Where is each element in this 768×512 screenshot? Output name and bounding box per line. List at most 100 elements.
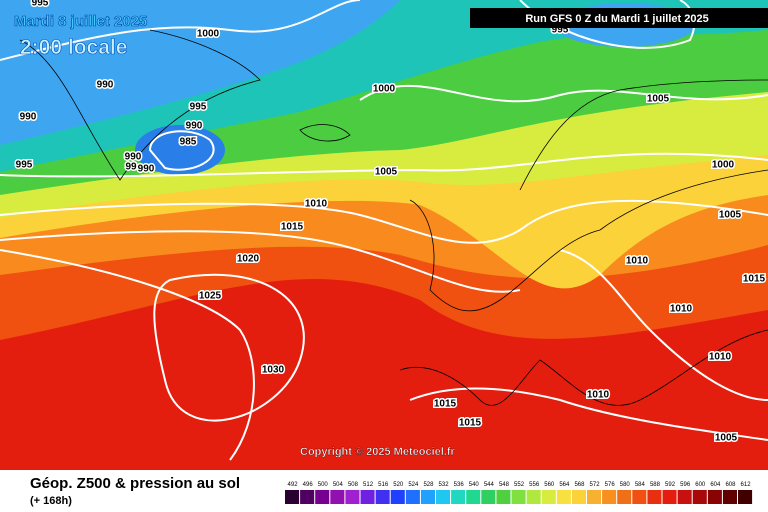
colorbar-cell [617, 490, 632, 504]
colorbar-cell [722, 490, 737, 504]
colorbar-label: 588 [650, 482, 661, 488]
colorbar-cell [496, 490, 511, 504]
colorbar-label: 536 [454, 482, 465, 488]
colorbar-label: 532 [439, 482, 450, 488]
isobar-label: 1005 [647, 94, 670, 105]
colorbar-label: 584 [635, 482, 646, 488]
colorbar-label: 528 [423, 482, 434, 488]
colorbar-cell [647, 490, 662, 504]
colorbar-cell [330, 490, 345, 504]
colorbar-cell [632, 490, 647, 504]
colorbar-cell [481, 490, 496, 504]
isobar-label: 990 [20, 112, 37, 123]
colorbar-label: 500 [318, 482, 329, 488]
isobar-label: 1015 [434, 399, 457, 410]
isobar-label: 985 [180, 137, 197, 148]
colorbar-cell [420, 490, 435, 504]
isobar-label: 995 [16, 160, 33, 171]
colorbar-cell [541, 490, 556, 504]
isobar-label: 1020 [237, 254, 260, 265]
colorbar-cell [692, 490, 707, 504]
isobar-label: 1015 [743, 274, 766, 285]
colorbar-cell [587, 490, 602, 504]
footer-lead: (+ 168h) [30, 495, 72, 507]
isobar-label: 1025 [199, 291, 222, 302]
coastlines [19, 29, 768, 406]
colorbar-cell [556, 490, 571, 504]
colorbar-cell [360, 490, 375, 504]
colorbar-label: 548 [499, 482, 510, 488]
colorbar-label: 544 [484, 482, 495, 488]
colorbar-label: 516 [378, 482, 389, 488]
colorbar-label: 556 [529, 482, 540, 488]
colorbar-cell [466, 490, 481, 504]
isobar-label: 1000 [712, 160, 735, 171]
colorbar-cell [345, 490, 360, 504]
colorbar-cell [375, 490, 390, 504]
run-label: Run GFS 0 Z du Mardi 1 juillet 2025 [525, 13, 708, 25]
colorbar-cell [390, 490, 405, 504]
colorbar-label: 564 [559, 482, 570, 488]
isobar-label: 1010 [670, 304, 693, 315]
colorbar-label: 552 [514, 482, 525, 488]
colorbar-label: 492 [288, 482, 299, 488]
isobar-label: 1015 [459, 418, 482, 429]
isobar-label: 1010 [587, 390, 610, 401]
colorbar-label: 524 [408, 482, 419, 488]
isobar-label: 1010 [709, 352, 732, 363]
isobar-label: 1005 [715, 433, 738, 444]
colorbar-cell [300, 490, 315, 504]
colorbar: 492 496 500 504 508 512 516 520 524 528 532 536 540 5… [285, 482, 753, 504]
isobar-label: 990 [125, 152, 142, 163]
colorbar-label: 600 [695, 482, 706, 488]
colorbar-label: 596 [680, 482, 691, 488]
colorbar-label: 608 [725, 482, 736, 488]
colorbar-cell [526, 490, 541, 504]
colorbar-cell [285, 490, 300, 504]
isobar-label: 1030 [262, 365, 285, 376]
time-label: 2:00 locale [20, 36, 127, 59]
colorbar-cell [602, 490, 617, 504]
isobar-label: 990 [138, 164, 155, 175]
colorbar-cell [571, 490, 586, 504]
colorbar-cell [662, 490, 677, 504]
run-box [470, 8, 768, 28]
colorbar-label: 580 [620, 482, 631, 488]
colorbar-label: 592 [665, 482, 676, 488]
colorbar-label: 512 [363, 482, 374, 488]
colorbar-label: 540 [469, 482, 480, 488]
date-label: Mardi 8 juillet 2025 [14, 13, 147, 30]
colorbar-cell [315, 490, 330, 504]
isobar-label: 1005 [375, 167, 398, 178]
colorbar-label: 508 [348, 482, 359, 488]
colorbar-cell [511, 490, 526, 504]
isobar-label: 99 [125, 162, 137, 173]
colorbar-label: 560 [544, 482, 555, 488]
isobar-label: 990 [97, 80, 114, 91]
colorbar-label: 604 [710, 482, 721, 488]
isobar-label: 1005 [719, 210, 742, 221]
isobar-label: 1015 [281, 222, 304, 233]
colorbar-label: 576 [605, 482, 616, 488]
colorbar-cell [738, 490, 753, 504]
colorbar-label: 572 [590, 482, 601, 488]
isobar-label: 990 [186, 121, 203, 132]
footer-title: Géop. Z500 & pression au sol [30, 475, 240, 492]
isobar-label: 995 [190, 102, 207, 113]
colorbar-label: 612 [741, 482, 752, 488]
isobar-label: 1000 [373, 84, 396, 95]
colorbar-label: 568 [574, 482, 585, 488]
colorbar-label: 520 [393, 482, 404, 488]
colorbar-cell [451, 490, 466, 504]
colorbar-cell [707, 490, 722, 504]
colorbar-cell [405, 490, 420, 504]
isobar-label: 995 [32, 0, 49, 9]
background [0, 0, 768, 470]
colorbar-cell [677, 490, 692, 504]
colorbar-cell [436, 490, 451, 504]
colorbar-label: 496 [303, 482, 314, 488]
isobar-label: 1010 [626, 256, 649, 267]
colorbar-label: 504 [333, 482, 344, 488]
